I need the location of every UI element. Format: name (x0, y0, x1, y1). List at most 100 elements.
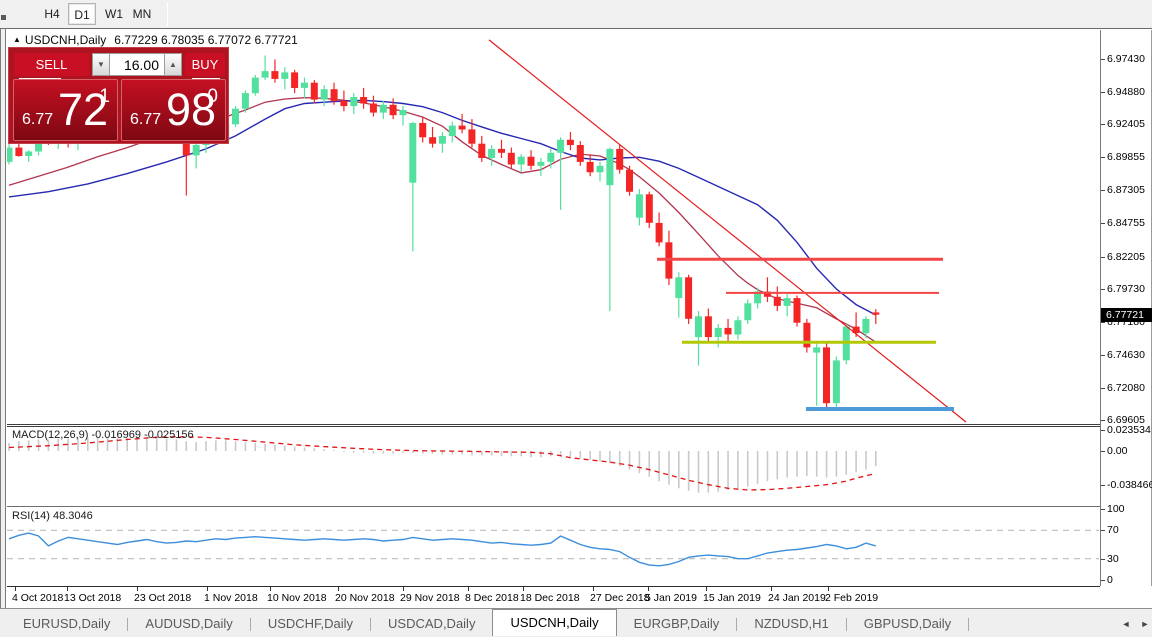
timeframe-button-mn[interactable]: MN (132, 7, 152, 21)
date-tick (828, 587, 829, 591)
candle-bullish (547, 148, 555, 169)
candle-bullish (596, 161, 604, 182)
panel-splitter-macd[interactable] (7, 424, 1100, 427)
toolbar-separator (167, 2, 168, 26)
candle-bullish (862, 316, 870, 339)
axis-tick (1101, 92, 1105, 94)
tab-gbpusd-daily[interactable]: GBPUSD,Daily (863, 616, 952, 631)
tab-separator (845, 617, 847, 631)
chart-tab-bar: EURUSD,Daily AUDUSD,Daily USDCHF,Daily U… (0, 608, 1152, 637)
candle-bullish (783, 294, 791, 317)
bid-quote-box[interactable]: 6.77 72 1 (13, 79, 118, 141)
macd-panel-canvas[interactable] (7, 427, 1100, 506)
tab-scroll-right-icon[interactable]: ► (1140, 619, 1150, 629)
panel-splitter-rsi[interactable] (7, 506, 1100, 508)
candle-bearish (586, 154, 594, 177)
date-axis-label: 23 Oct 2018 (134, 592, 192, 604)
descending-trendline (488, 39, 967, 423)
candle-bearish (793, 295, 801, 327)
ohlc-close: 6.77721 (254, 33, 298, 47)
tab-scroll-left-icon[interactable]: ◄ (1121, 619, 1131, 629)
price-axis[interactable]: 6.97430 6.94880 6.92405 6.89855 6.87305 6.847… (1100, 30, 1152, 586)
window-left-border (0, 29, 6, 608)
candle-bearish (340, 90, 348, 112)
timeframe-button-w1[interactable]: W1 (105, 7, 123, 21)
current-price-tag: 6.77721 (1101, 307, 1152, 322)
macd-axis-label: -0.038466 (1107, 479, 1152, 492)
candle-bearish (576, 141, 584, 166)
date-axis-label: 15 Jan 2019 (703, 592, 761, 604)
date-axis-label: 1 Nov 2018 (204, 592, 258, 604)
candle-bullish (635, 189, 643, 226)
tab-eurgbp-daily[interactable]: EURGBP,Daily (633, 616, 720, 631)
tab-usdchf-daily[interactable]: USDCHF,Daily (267, 616, 354, 631)
date-tick (771, 587, 772, 591)
timeframe-button-h4[interactable]: H4 (44, 7, 60, 21)
date-axis-label: 18 Dec 2018 (520, 592, 580, 604)
candle-bearish (468, 119, 476, 148)
date-tick (137, 587, 138, 591)
buy-button[interactable]: BUY (185, 53, 225, 76)
candle-bullish (813, 342, 821, 406)
candle-bullish (675, 272, 683, 318)
axis-tick (1101, 59, 1105, 60)
date-axis[interactable]: 4 Oct 2018 13 Oct 2018 23 Oct 2018 1 Nov 20… (7, 586, 1100, 608)
ohlc-low: 6.77072 (207, 33, 252, 47)
price-axis-label: 6.84755 (1107, 217, 1145, 230)
candle-bearish (724, 318, 732, 341)
candle-bearish (478, 135, 486, 162)
date-tick (593, 587, 594, 591)
tab-nzdusd-h1[interactable]: NZDUSD,H1 (754, 616, 829, 631)
axis-tick (1101, 387, 1105, 389)
price-axis-label: 6.97430 (1107, 53, 1145, 65)
axis-tick (1101, 580, 1105, 581)
ask-quote-box[interactable]: 6.77 98 0 (121, 79, 226, 141)
candle-bearish (507, 147, 515, 169)
macd-axis-label: 0.023534 (1107, 424, 1151, 437)
candle-bearish (823, 343, 830, 408)
volume-input[interactable] (110, 53, 164, 76)
date-tick (207, 587, 208, 591)
date-tick (648, 587, 649, 591)
volume-up-button[interactable]: ▲ (164, 53, 182, 76)
tab-eurusd-daily[interactable]: EURUSD,Daily (23, 616, 111, 631)
candle-bullish (537, 158, 545, 177)
candle-bearish (566, 132, 574, 151)
date-tick (338, 587, 339, 591)
candle-bullish (606, 147, 614, 312)
candle-bearish (872, 309, 880, 324)
candle-bearish (655, 212, 663, 247)
candle-bearish (704, 308, 712, 343)
macd-signal-line (8, 436, 876, 491)
tab-usdcad-daily[interactable]: USDCAD,Daily (388, 616, 476, 631)
price-axis-label: 6.82205 (1107, 250, 1145, 263)
candle-bullish (261, 55, 269, 81)
ohlc-high: 6.78035 (161, 33, 205, 47)
date-axis-label: 2 Feb 2019 (825, 592, 879, 604)
candle-bullish (350, 93, 358, 114)
candle-bearish (498, 139, 505, 158)
tab-separator (968, 617, 970, 631)
price-axis-label: 6.92405 (1107, 118, 1145, 131)
candle-bearish (369, 95, 377, 117)
sell-underline (19, 78, 61, 79)
tab-usdcnh-daily-active[interactable]: USDCNH,Daily (492, 609, 617, 636)
volume-down-button[interactable]: ▼ (92, 53, 110, 76)
rsi-panel-canvas[interactable] (7, 508, 1100, 586)
tab-audusd-daily[interactable]: AUDUSD,Daily (145, 616, 233, 631)
rsi-indicator-label: RSI(14) 48.3046 (12, 510, 93, 522)
rsi-axis-label: 70 (1107, 524, 1119, 537)
candle-bullish (7, 142, 13, 165)
one-click-trade-panel: SELL ▼ ▲ BUY 6.77 72 1 6.77 98 0 (8, 47, 229, 144)
date-axis-label: 10 Nov 2018 (267, 592, 327, 604)
axis-tick (1101, 321, 1105, 323)
price-axis-label: 6.79730 (1107, 282, 1145, 295)
candle-bullish (25, 150, 33, 162)
candle-bullish (379, 100, 387, 120)
timeframe-button-d1[interactable]: D1 (68, 3, 96, 25)
sell-button[interactable]: SELL (14, 53, 89, 76)
macd-indicator-label: MACD(12,26,9) -0.016969 -0.025156 (12, 429, 194, 441)
axis-tick (1101, 190, 1105, 192)
candle-bullish (557, 137, 565, 210)
axis-tick (1101, 124, 1105, 126)
